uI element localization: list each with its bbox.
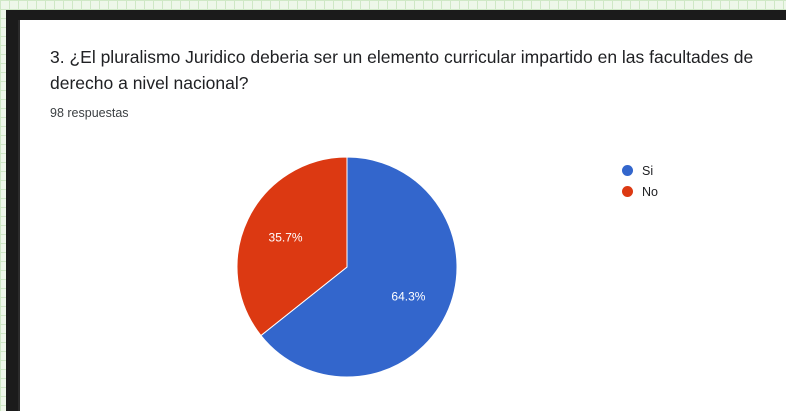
chart-legend: Si No [622, 160, 658, 202]
pie-slice-si[interactable] [260, 156, 458, 378]
legend-swatch-si [622, 165, 633, 176]
pie-chart: 64.3% 35.7% [236, 156, 458, 378]
slice-label-no: 35.7% [269, 230, 303, 244]
legend-swatch-no [622, 186, 633, 197]
legend-label-si: Si [642, 163, 654, 178]
pie-slice-no[interactable] [236, 156, 348, 337]
legend-label-no: No [642, 184, 658, 199]
legend-item-no[interactable]: No [622, 181, 658, 202]
slice-label-si: 64.3% [391, 290, 425, 304]
response-count: 98 respuestas [50, 106, 129, 120]
question-title: 3. ¿El pluralismo Juridico deberia ser u… [50, 47, 754, 93]
legend-item-si[interactable]: Si [622, 160, 658, 181]
response-summary-card: 3. ¿El pluralismo Juridico deberia ser u… [18, 20, 786, 411]
